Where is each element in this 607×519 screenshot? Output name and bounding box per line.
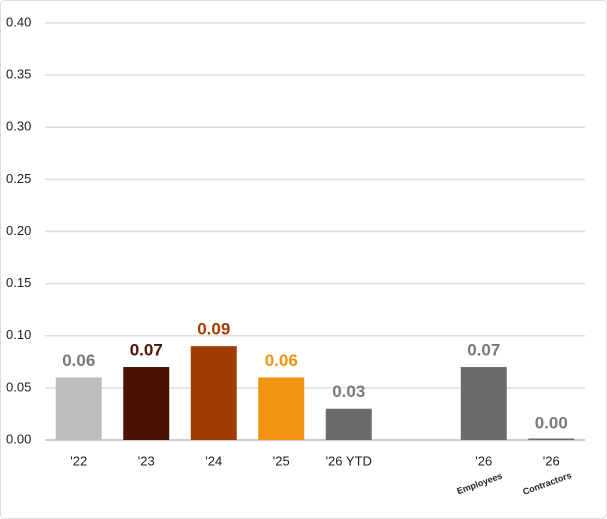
bar: [123, 367, 170, 440]
x-tick-label: '23: [138, 453, 155, 468]
y-tick-label: 0.20: [6, 223, 31, 238]
y-tick-label: 0.00: [6, 431, 31, 446]
bar: [325, 408, 372, 440]
value-label: 0.07: [467, 341, 500, 360]
y-tick-label: 0.25: [6, 171, 31, 186]
y-tick-label: 0.10: [6, 327, 31, 342]
x-tick-label: '26: [543, 453, 560, 468]
y-tick-label: 0.15: [6, 275, 31, 290]
bar: [460, 367, 507, 440]
x-tick-label: '22: [70, 453, 87, 468]
x-tick-label: '24: [205, 453, 222, 468]
value-label: 0.00: [535, 413, 568, 432]
y-tick-label: 0.40: [6, 14, 31, 29]
bar: [55, 377, 102, 440]
value-label: 0.09: [197, 320, 230, 339]
value-label: 0.03: [332, 382, 365, 401]
x-tick-label: '25: [273, 453, 290, 468]
y-tick-label: 0.35: [6, 67, 31, 82]
bar: [528, 438, 575, 440]
bar: [190, 346, 237, 440]
y-tick-label: 0.30: [6, 119, 31, 134]
value-label: 0.06: [265, 351, 298, 370]
bar: [258, 377, 305, 440]
value-label: 0.07: [130, 341, 163, 360]
value-label: 0.06: [62, 351, 95, 370]
y-tick-label: 0.05: [6, 379, 31, 394]
x-tick-label: '26 YTD: [326, 453, 372, 468]
x-tick-label: '26: [475, 453, 492, 468]
